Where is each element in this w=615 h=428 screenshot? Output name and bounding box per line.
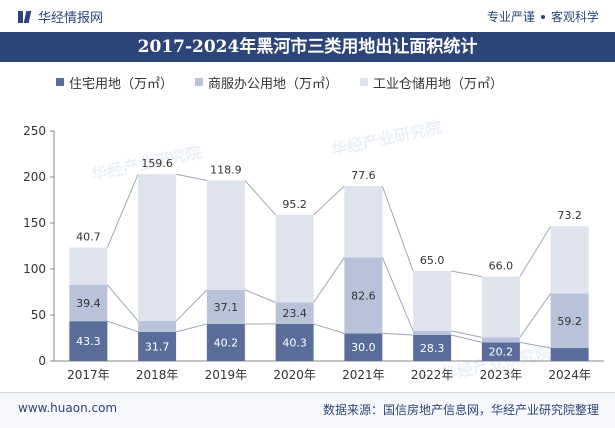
data-label: 37.1 xyxy=(214,301,239,314)
data-label: 82.6 xyxy=(351,289,376,302)
x-tick-label: 2018年 xyxy=(136,368,179,382)
connector-line xyxy=(107,321,138,332)
connector-line xyxy=(314,257,345,302)
y-tick-label: 50 xyxy=(31,308,46,322)
x-tick-label: 2019年 xyxy=(205,368,248,382)
bar-segment xyxy=(138,174,176,321)
bar-segment xyxy=(482,337,520,342)
data-label: 20.2 xyxy=(489,346,514,359)
connector-line xyxy=(382,333,413,335)
data-label: 73.2 xyxy=(557,209,582,222)
footer-source: 数据来源：国信房地产信息网，华经产业研究院整理 xyxy=(323,401,599,418)
connector-line xyxy=(176,324,207,332)
data-label: 23.4 xyxy=(282,307,307,320)
x-tick-label: 2023年 xyxy=(480,368,523,382)
bar-segment xyxy=(551,226,589,293)
connector-line xyxy=(382,186,413,271)
data-label: 31.7 xyxy=(145,340,170,353)
connector-line xyxy=(314,324,345,333)
data-label: 77.6 xyxy=(351,169,376,182)
connector-line xyxy=(107,285,138,321)
data-label: 40.7 xyxy=(76,230,101,243)
data-label: 118.9 xyxy=(210,163,242,176)
data-label: 40.3 xyxy=(282,336,307,349)
connector-line xyxy=(520,294,551,338)
bar-segment xyxy=(344,186,382,257)
bar-segment xyxy=(413,331,451,335)
footer-website: www.huaon.com xyxy=(18,401,117,415)
connector-line xyxy=(176,174,207,180)
connector-line xyxy=(245,180,276,214)
y-tick-label: 0 xyxy=(38,354,46,368)
connector-line xyxy=(245,290,276,303)
connector-line xyxy=(520,226,551,276)
connector-line xyxy=(107,174,138,247)
x-tick-label: 2022年 xyxy=(411,368,454,382)
data-label: 59.2 xyxy=(557,315,582,328)
x-tick-label: 2017年 xyxy=(67,368,110,382)
data-label: 28.3 xyxy=(420,342,445,355)
connector-line xyxy=(451,271,482,277)
data-label: 65.0 xyxy=(420,254,445,267)
data-label: 43.3 xyxy=(76,335,101,348)
y-tick-label: 200 xyxy=(23,170,46,184)
y-tick-label: 100 xyxy=(23,262,46,276)
y-tick-label: 150 xyxy=(23,216,46,230)
bar-segment xyxy=(413,271,451,331)
data-label: 66.0 xyxy=(489,260,514,273)
x-tick-label: 2021年 xyxy=(342,368,385,382)
data-label: 95.2 xyxy=(282,198,307,211)
bar-segment xyxy=(69,247,107,284)
data-label: 39.4 xyxy=(76,297,101,310)
x-tick-label: 2024年 xyxy=(548,368,591,382)
data-label: 40.2 xyxy=(214,337,239,350)
connector-line xyxy=(176,290,207,321)
bar-segment xyxy=(551,348,589,361)
bar-segment xyxy=(207,180,245,289)
bar-segment xyxy=(138,321,176,332)
connector-line xyxy=(314,186,345,215)
y-tick-label: 250 xyxy=(23,124,46,138)
footer: www.huaon.com 数据来源：国信房地产信息网，华经产业研究院整理 xyxy=(0,392,615,428)
connector-line xyxy=(382,257,413,330)
bar-segment xyxy=(276,215,314,303)
bar-segment xyxy=(482,277,520,338)
data-label: 30.0 xyxy=(351,341,376,354)
x-tick-label: 2020年 xyxy=(273,368,316,382)
connector-line xyxy=(520,342,551,348)
stacked-bar-chart: 05010015020025043.339.440.72017年31.711.7… xyxy=(0,0,615,392)
data-label: 159.6 xyxy=(141,157,173,170)
